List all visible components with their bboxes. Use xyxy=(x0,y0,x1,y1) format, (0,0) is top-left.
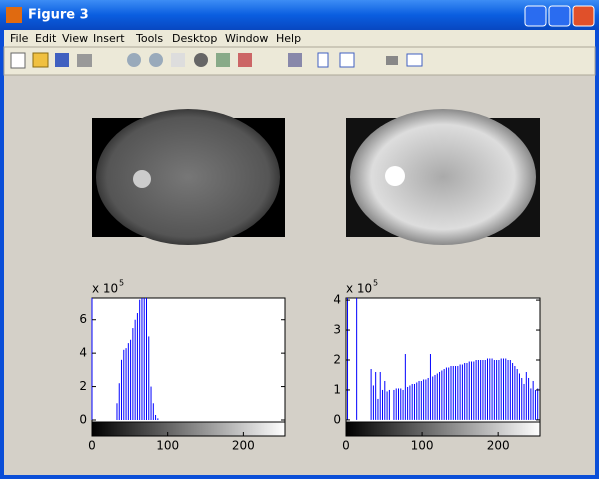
gray-colorbar xyxy=(346,422,540,436)
window-title: Figure 3 xyxy=(28,8,89,23)
y-tick-label: 1 xyxy=(333,382,341,396)
title-bar xyxy=(0,0,599,30)
optic-disc xyxy=(385,166,405,186)
tool-icon[interactable] xyxy=(340,53,354,67)
y-tick-label: 0 xyxy=(333,412,341,426)
tool-icon[interactable] xyxy=(194,53,208,67)
tool-icon[interactable] xyxy=(407,54,422,66)
maximize-button[interactable] xyxy=(549,6,570,26)
tool-icon[interactable] xyxy=(171,53,185,67)
x-tick-label: 100 xyxy=(411,439,434,453)
x-tick-label: 0 xyxy=(342,439,350,453)
x-tick-label: 100 xyxy=(156,439,179,453)
tool-icon[interactable] xyxy=(127,53,141,67)
menu: File Edit View Insert Tools Desktop Window Help xyxy=(10,32,301,45)
exponent-power: 5 xyxy=(119,279,124,288)
minimize-button[interactable] xyxy=(525,6,546,26)
retina-enhanced xyxy=(350,109,536,245)
y-tick-label: 2 xyxy=(333,353,341,367)
exponent-label: x 10 xyxy=(92,282,118,296)
x-tick-label: 200 xyxy=(232,439,255,453)
y-tick-label: 4 xyxy=(333,293,341,307)
menu-item[interactable]: Window xyxy=(225,32,268,45)
tool-icon[interactable] xyxy=(238,53,252,67)
menu-item[interactable]: Edit xyxy=(35,32,57,45)
tool-icon[interactable] xyxy=(318,53,328,67)
gray-colorbar xyxy=(92,422,285,436)
x-tick-label: 200 xyxy=(487,439,510,453)
tool-icon[interactable] xyxy=(33,53,48,67)
tool-icon[interactable] xyxy=(216,53,230,67)
plot-area xyxy=(346,298,540,422)
y-tick-label: 2 xyxy=(79,379,87,393)
exponent-power: 5 xyxy=(373,279,378,288)
tool-icon[interactable] xyxy=(149,53,163,67)
optic-disc xyxy=(133,170,151,188)
tool-icon[interactable] xyxy=(11,53,25,68)
menu-item[interactable]: File xyxy=(10,32,29,45)
y-tick-label: 6 xyxy=(79,312,87,326)
window: Figure 3 File Edit View Insert Tools Desktop W… xyxy=(0,0,599,479)
menu-item[interactable]: Insert xyxy=(93,32,125,45)
close-button[interactable] xyxy=(573,6,594,26)
exponent-label: x 10 xyxy=(346,282,372,296)
plot-area xyxy=(92,298,285,422)
y-tick-label: 0 xyxy=(79,412,87,426)
menu-item[interactable]: Tools xyxy=(135,32,163,45)
menu-item[interactable]: View xyxy=(62,32,88,45)
menu-item[interactable]: Desktop xyxy=(172,32,217,45)
app-icon xyxy=(6,7,22,23)
menu-item[interactable]: Help xyxy=(276,32,301,45)
tool-icon[interactable] xyxy=(55,53,69,67)
y-tick-label: 3 xyxy=(333,323,341,337)
tool-icon[interactable] xyxy=(386,56,398,65)
tool-icon[interactable] xyxy=(77,54,92,67)
retina-original xyxy=(96,109,280,245)
x-tick-label: 0 xyxy=(88,439,96,453)
page: Figure 3 File Edit View Insert Tools Desktop W… xyxy=(0,0,599,479)
y-tick-label: 4 xyxy=(79,346,87,360)
tool-icon[interactable] xyxy=(288,53,302,67)
